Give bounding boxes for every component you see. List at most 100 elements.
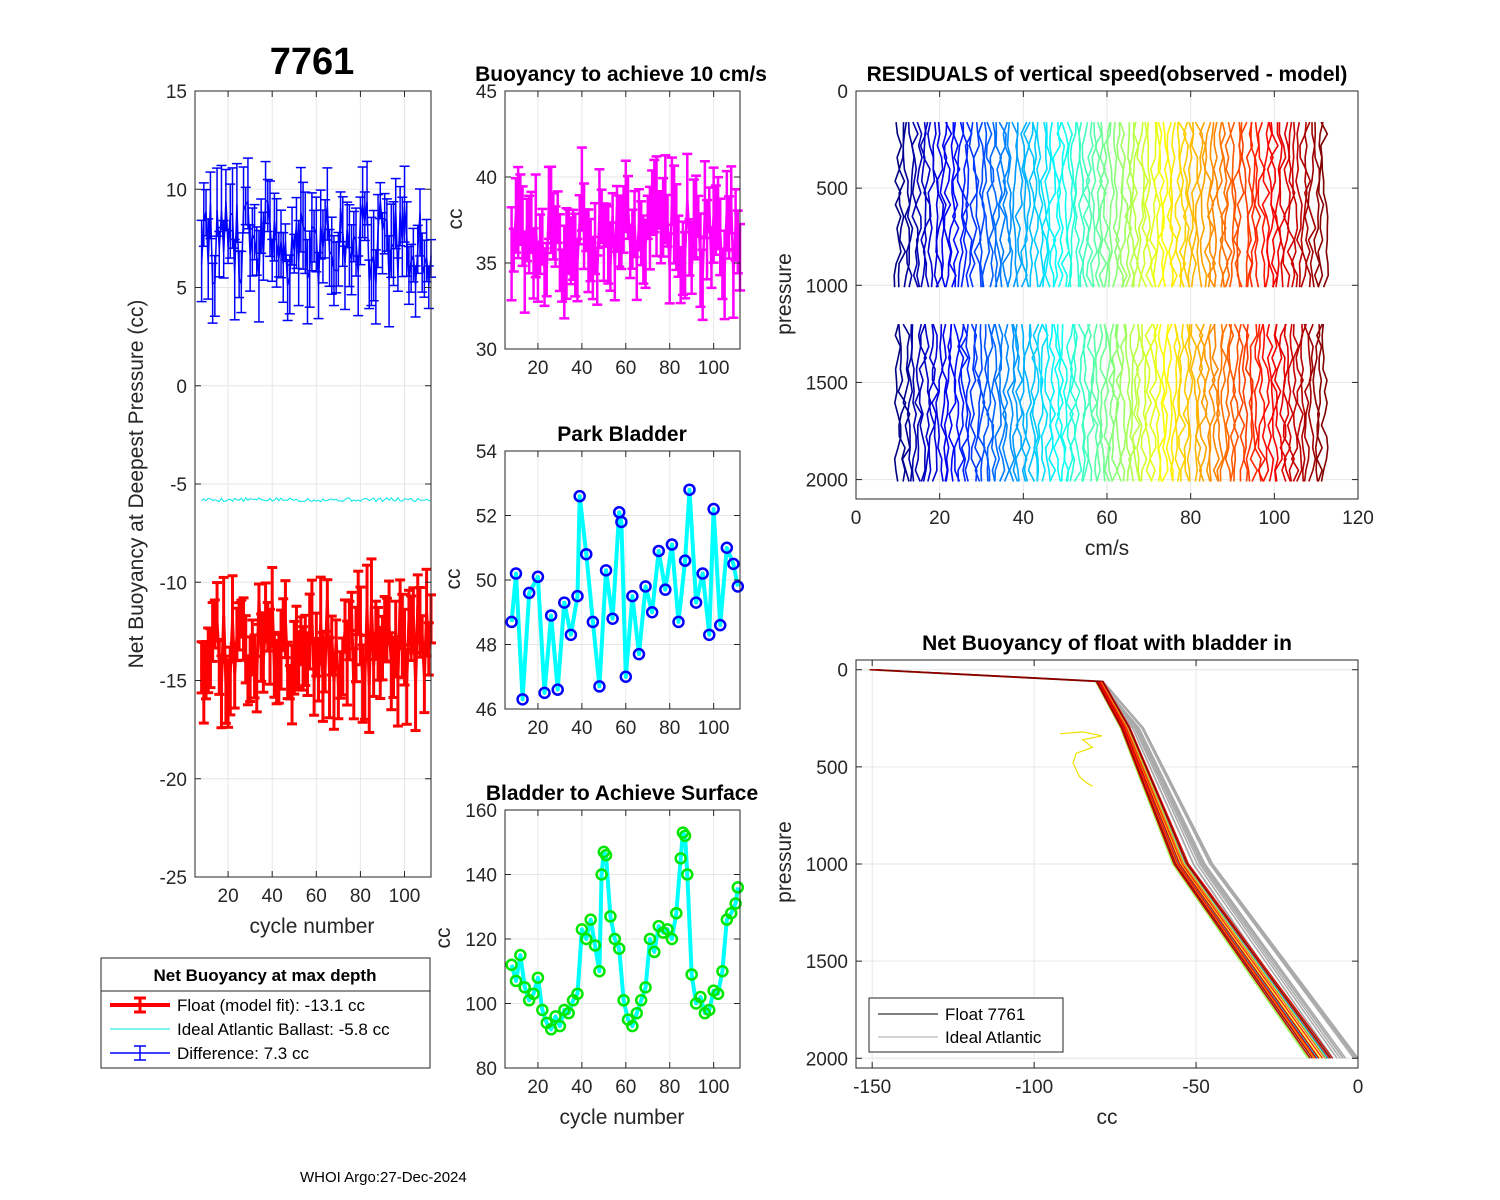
net-buoyancy-plot: 20 40 60 80 100 -25 -20 -15 -10 -5 0 5 10 15: [160, 82, 436, 907]
residual-profile-line: [1077, 121, 1086, 288]
residual-profile-line: [1186, 324, 1194, 482]
profile-plot: -150 -100 -50 0 0 500 1000 1500 2000: [806, 659, 1363, 1098]
park-bladder-marker: [678, 554, 692, 567]
residual-profile-line: [1161, 324, 1169, 482]
residual-profile-line: [1261, 324, 1271, 482]
net-buoyancy-ytick-label: -15: [160, 672, 187, 693]
residual-profile-line: [901, 323, 911, 482]
profile-ytick-label: 1500: [806, 952, 848, 973]
residual-profile-line: [1278, 122, 1287, 288]
residual-profile-line: [1269, 122, 1279, 288]
residual-profile-line: [897, 324, 907, 482]
park-bladder-marker: [713, 618, 727, 632]
bladder-surface-marker: [729, 897, 742, 910]
net-buoyancy-xtick-label: 60: [306, 886, 327, 907]
residual-profile-line: [1144, 122, 1154, 288]
park-bladder-marker: [632, 647, 646, 661]
residuals-xtick-label: 0: [851, 508, 862, 529]
bladder-surface-marker: [531, 971, 545, 984]
net-buoyancy-xtick-label: 20: [218, 886, 239, 907]
residual-profile-line: [968, 121, 978, 288]
residual-profile-line: [1006, 122, 1014, 288]
residuals-xtick-label: 60: [1096, 508, 1117, 529]
residual-profile-line: [1148, 323, 1158, 482]
residual-profile-line: [985, 121, 995, 288]
residual-profile-line: [947, 324, 957, 482]
bladder-surface-xlabel: cycle number: [560, 1106, 685, 1129]
bladder-surface-marker: [599, 848, 613, 862]
residual-profile-line: [1089, 122, 1098, 288]
bladder-surface-marker: [549, 1010, 562, 1023]
bladder-surface-marker: [527, 987, 540, 1001]
park-bladder-marker: [703, 628, 716, 642]
residual-profile-line: [1068, 122, 1077, 288]
park-bladder-xtick-label: 80: [659, 718, 680, 739]
buoyancy-10cms-title: Buoyancy to achieve 10 cm/s: [475, 63, 767, 86]
bladder-surface-plot: 20 40 60 80 100 80 100 120 140 160: [465, 801, 745, 1098]
main-legend: Net Buoyancy at max depth Float (model f…: [100, 957, 431, 1069]
residual-profile-line: [1190, 122, 1199, 288]
residual-profile-line: [1006, 323, 1016, 482]
bladder-surface-ytick-label: 120: [465, 930, 497, 951]
residual-profile-line: [1245, 121, 1254, 288]
buoyancy-10cms-series-line: [510, 195, 742, 278]
park-bladder-xtick-label: 40: [571, 718, 592, 739]
net-buoyancy-xtick-label: 40: [262, 886, 283, 907]
residual-profile-line: [1073, 324, 1083, 482]
residual-profile-line: [1244, 324, 1254, 482]
park-bladder-marker: [707, 502, 720, 516]
residual-profile-line: [1198, 323, 1208, 482]
residual-profile-line: [1014, 122, 1024, 288]
residual-profile-line: [1031, 121, 1040, 288]
park-bladder-marker: [558, 596, 571, 609]
bladder-surface-marker: [724, 906, 738, 920]
residual-profile-line: [957, 323, 965, 482]
residual-profile-line: [1295, 121, 1304, 288]
residual-profile-line: [1313, 122, 1321, 288]
residual-profile-line: [977, 324, 986, 482]
bladder-surface-marker: [595, 868, 608, 881]
park-bladder-marker: [544, 609, 558, 622]
bladder-surface-marker: [571, 987, 584, 1001]
bladder-surface-ytick-label: 160: [465, 801, 497, 822]
bladder-surface-marker: [617, 994, 630, 1007]
residual-profile-line: [918, 323, 928, 482]
residuals-ytick-label: 500: [816, 179, 848, 200]
residual-profile-line: [1319, 121, 1330, 288]
residual-profile-line: [1102, 122, 1112, 288]
park-bladder-marker: [509, 567, 523, 580]
residual-profile-line: [943, 324, 953, 482]
park-bladder-marker: [659, 583, 672, 596]
residual-profile-line: [981, 121, 991, 288]
residual-profile-line: [1307, 323, 1317, 482]
park-bladder-marker: [522, 586, 536, 600]
residual-profile-line: [1182, 323, 1191, 482]
bladder-surface-marker: [731, 881, 745, 894]
bladder-surface-xtick-label: 80: [659, 1077, 680, 1098]
residual-profile-line: [1300, 323, 1308, 482]
residual-profile-line: [1165, 323, 1174, 482]
bladder-surface-marker: [608, 932, 622, 946]
park-bladder-marker: [551, 683, 564, 696]
bladder-surface-marker: [518, 981, 532, 994]
residual-profile-line: [956, 121, 965, 288]
residual-profile-line: [1257, 323, 1267, 482]
residual-profile-line: [951, 122, 961, 288]
residual-profile-line: [1194, 121, 1204, 288]
park-bladder-marker: [639, 580, 652, 593]
buoyancy-10cms-axes-frame: [504, 90, 741, 350]
bladder-surface-marker: [694, 990, 707, 1004]
residual-profile-line: [1229, 121, 1236, 288]
residual-profile-line: [1290, 122, 1299, 288]
bladder-surface-xtick-label: 40: [571, 1077, 592, 1098]
legend-ideal-label: Ideal Atlantic Ballast: -5.8 cc: [177, 1020, 390, 1039]
buoyancy-10cms-plot: 20 40 60 80 100 30 35 40 45: [476, 82, 745, 379]
residual-profile-line: [940, 323, 949, 482]
park-bladder-marker: [689, 596, 703, 609]
residual-profile-line: [1128, 323, 1137, 482]
residual-profile-line: [1157, 121, 1165, 288]
residual-profile-line: [1286, 323, 1296, 482]
residual-profile-line: [927, 324, 936, 482]
bladder-surface-xtick-label: 60: [615, 1077, 636, 1098]
park-bladder-ytick-label: 46: [476, 700, 497, 721]
